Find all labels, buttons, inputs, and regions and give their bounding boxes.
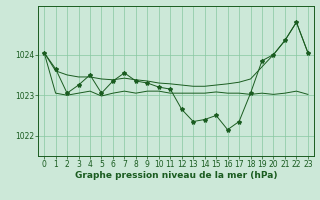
X-axis label: Graphe pression niveau de la mer (hPa): Graphe pression niveau de la mer (hPa)	[75, 171, 277, 180]
